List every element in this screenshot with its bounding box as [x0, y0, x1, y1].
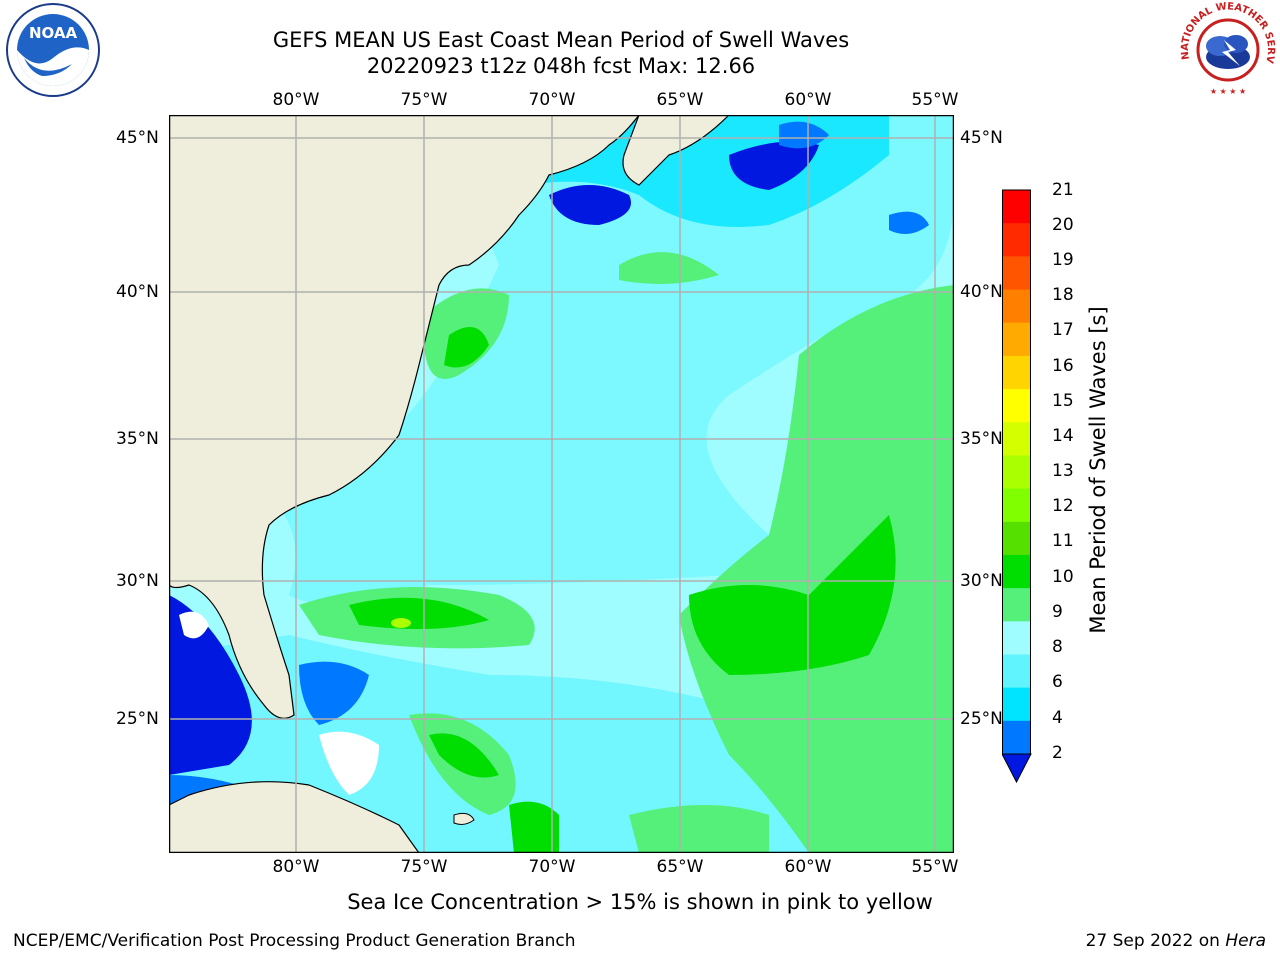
field-10-11s: [429, 733, 499, 778]
lat-label-right: 25°N: [960, 709, 1003, 729]
lat-label-left: 35°N: [116, 429, 159, 449]
field-10-11s: [689, 515, 896, 675]
colorbar-segment: [1002, 621, 1031, 655]
lon-label-top: 55°W: [911, 90, 959, 110]
field-10-11s: [349, 597, 489, 629]
lat-label-right: 45°N: [960, 128, 1003, 148]
colorbar-tick: 9: [1052, 602, 1063, 622]
colorbar-segment: [1002, 422, 1031, 456]
colorbar-segment: [1002, 521, 1031, 556]
colorbar-segment: [1002, 190, 1031, 224]
field-10-11s: [444, 327, 489, 368]
masked-area: [319, 731, 379, 795]
field-6-8s-south: [169, 635, 954, 853]
field-10-11s: [509, 801, 559, 853]
colorbar-tick: 11: [1052, 531, 1074, 551]
lon-label-bottom: 70°W: [528, 857, 576, 877]
lon-label-bottom: 75°W: [400, 857, 448, 877]
noaa-logo: NOAA: [6, 3, 100, 97]
field-2-4s-bahamas: [299, 661, 369, 725]
lat-label-left: 45°N: [116, 128, 159, 148]
footer-credit: NCEP/EMC/Verification Post Processing Pr…: [13, 931, 576, 951]
land-cuba: [169, 781, 420, 853]
colorbar-tick: 18: [1052, 285, 1074, 305]
colorbar-tick: 2: [1052, 743, 1063, 763]
colorbar-segment: [1002, 687, 1031, 722]
colorbar-segment: [1002, 554, 1031, 589]
swell-period-map: [169, 115, 954, 853]
colorbar-segment: [1002, 355, 1031, 390]
colorbar-tick: 4: [1052, 708, 1063, 728]
field-2s-patch: [729, 141, 819, 190]
colorbar-extend-triangle: [1002, 753, 1032, 784]
footer-machine: Hera: [1225, 931, 1266, 951]
colorbar-tick: 15: [1052, 391, 1074, 411]
colorbar-frame: [1002, 189, 1031, 755]
sea-ice-note: Sea Ice Concentration > 15% is shown in …: [0, 890, 1280, 914]
field-2s-gulf: [169, 595, 252, 775]
colorbar-segment: [1002, 289, 1031, 324]
field-9-10s: [619, 252, 719, 284]
field-9-10s-south: [629, 805, 769, 853]
lon-label-bottom: 80°W: [272, 857, 320, 877]
nws-logo: NATIONAL WEATHER SERVICE ★ ★ ★ ★: [1178, 2, 1276, 96]
colorbar-segment: [1002, 455, 1031, 490]
colorbar-tick: 17: [1052, 320, 1074, 340]
colorbar-tick: 12: [1052, 496, 1074, 516]
colorbar-segment: [1002, 720, 1031, 755]
colorbar-segment: [1002, 389, 1031, 423]
footer-date: 27 Sep 2022 on Hera: [1086, 931, 1266, 951]
land-us-east-coast: [169, 115, 640, 719]
map-subtitle: 20220923 t12z 048h fcst Max: 12.66: [366, 54, 756, 78]
lon-label-top: 75°W: [400, 90, 448, 110]
colorbar-segment: [1002, 256, 1031, 291]
lon-label-top: 80°W: [272, 90, 320, 110]
colorbar-tick: 21: [1052, 180, 1074, 200]
land-nova-scotia: [622, 115, 730, 186]
colorbar-tick: 16: [1052, 356, 1074, 376]
colorbar: [1002, 189, 1032, 784]
colorbar-segment: [1002, 322, 1031, 357]
field-2s-patch: [549, 185, 631, 225]
lon-label-bottom: 65°W: [656, 857, 704, 877]
lat-label-right: 40°N: [960, 282, 1003, 302]
colorbar-tick: 20: [1052, 215, 1074, 235]
map-title: GEFS MEAN US East Coast Mean Period of S…: [272, 28, 850, 52]
field-9-10s-east: [679, 285, 954, 853]
masked-area: [179, 611, 209, 639]
colorbar-tick: 13: [1052, 461, 1074, 481]
sea-ice-note-text: Sea Ice Concentration > 15% is shown in …: [347, 890, 933, 914]
footer-date-text: 27 Sep 2022 on: [1085, 931, 1220, 951]
colorbar-segment: [1002, 223, 1031, 257]
lon-label-top: 65°W: [656, 90, 704, 110]
field-6-8s: [269, 115, 954, 603]
field-max-core: [391, 618, 411, 628]
lat-label-left: 40°N: [116, 282, 159, 302]
svg-text:NOAA: NOAA: [29, 24, 78, 42]
colorbar-tick: 19: [1052, 250, 1074, 270]
field-2-4s-patch: [779, 121, 829, 149]
colorbar-tick: 14: [1052, 426, 1074, 446]
graticule: [169, 115, 954, 853]
lon-label-bottom: 55°W: [911, 857, 959, 877]
colorbar-segment: [1002, 488, 1031, 523]
map-frame: [169, 115, 954, 853]
lon-label-top: 60°W: [784, 90, 832, 110]
lon-label-top: 70°W: [528, 90, 576, 110]
colorbar-label: Mean Period of Swell Waves [s]: [1086, 306, 1110, 634]
field-2-4s-patch: [889, 211, 929, 234]
lat-label-left: 30°N: [116, 571, 159, 591]
svg-text:★ ★ ★ ★: ★ ★ ★ ★: [1210, 87, 1246, 96]
lat-label-right: 35°N: [960, 429, 1003, 449]
lon-label-bottom: 60°W: [784, 857, 832, 877]
colorbar-tick: 10: [1052, 567, 1074, 587]
colorbar-segment: [1002, 588, 1031, 622]
colorbar-segment: [1002, 654, 1031, 689]
lat-label-left: 25°N: [116, 709, 159, 729]
colorbar-tick: 6: [1052, 672, 1063, 692]
lat-label-right: 30°N: [960, 571, 1003, 591]
land-island: [453, 812, 475, 825]
colorbar-tick: 8: [1052, 637, 1063, 657]
